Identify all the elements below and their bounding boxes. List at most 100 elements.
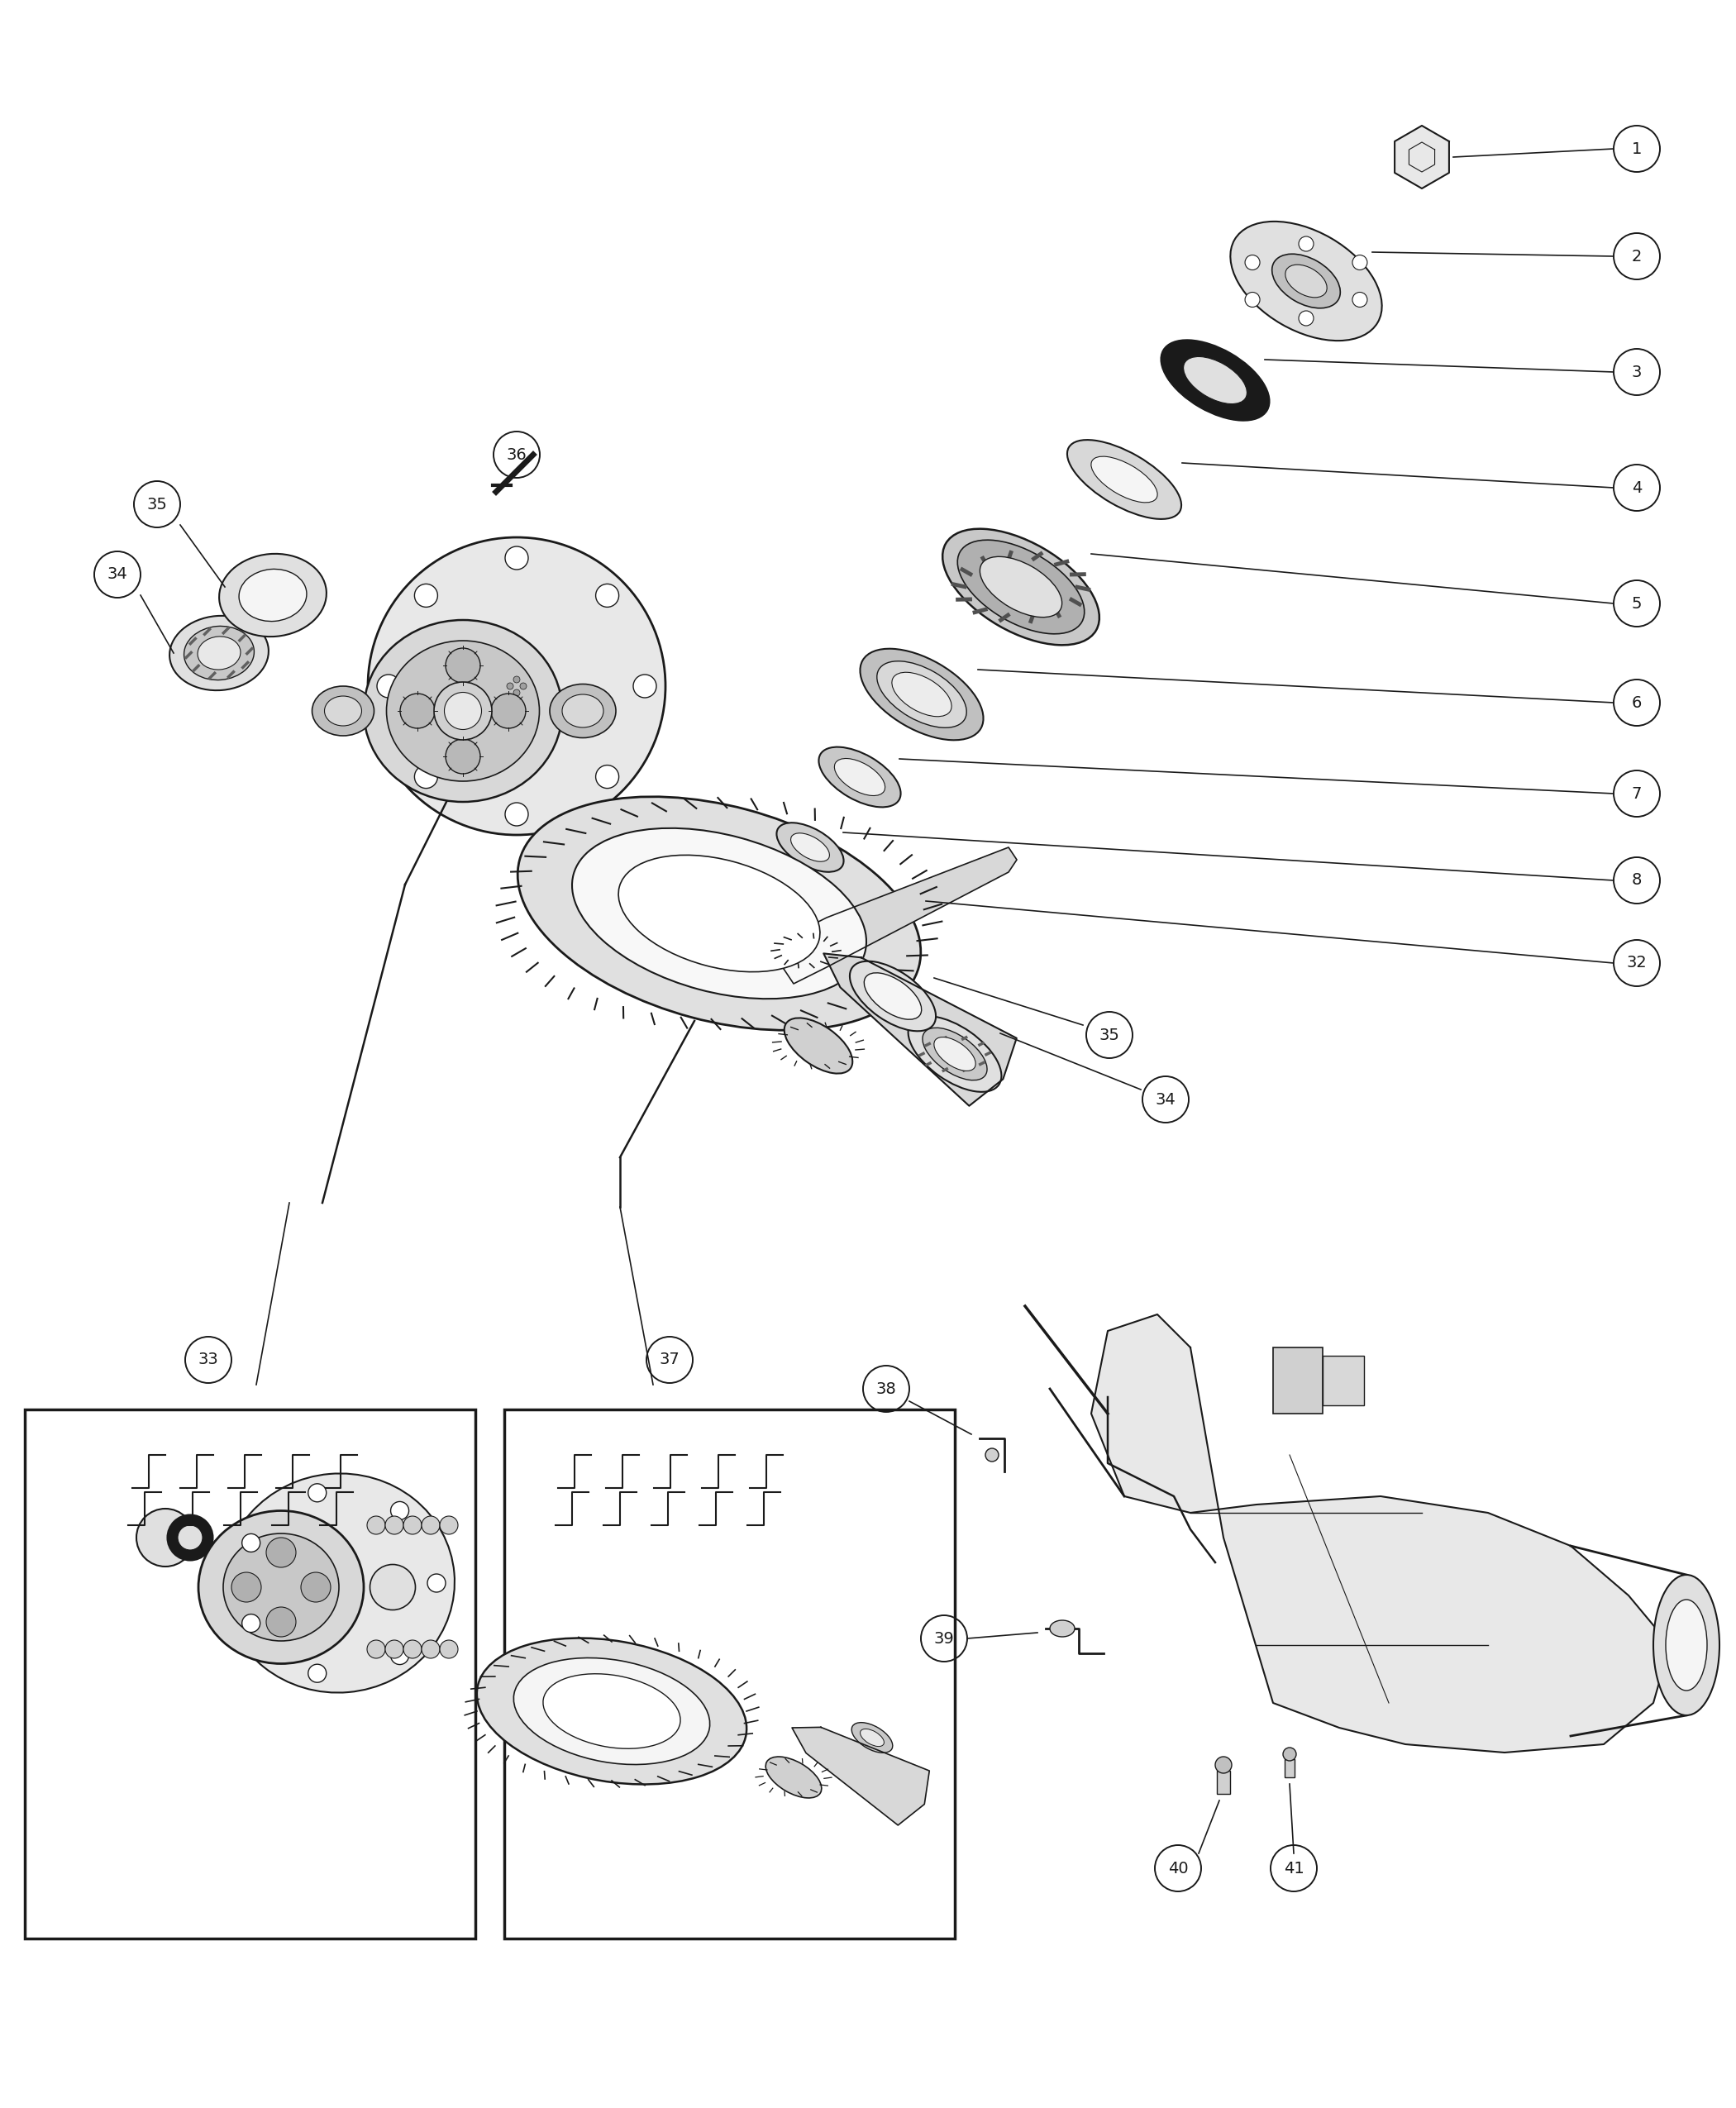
Circle shape bbox=[1245, 255, 1260, 270]
Text: 40: 40 bbox=[1168, 1861, 1187, 1876]
Ellipse shape bbox=[1050, 1621, 1075, 1636]
Ellipse shape bbox=[399, 694, 434, 727]
Bar bbox=[1323, 1355, 1364, 1406]
Ellipse shape bbox=[785, 1018, 852, 1073]
Circle shape bbox=[266, 1606, 295, 1636]
Ellipse shape bbox=[446, 740, 481, 774]
Bar bbox=[1272, 1347, 1323, 1414]
Circle shape bbox=[231, 1573, 260, 1602]
Bar bbox=[1217, 1771, 1231, 1794]
Text: 5: 5 bbox=[1632, 597, 1642, 611]
Circle shape bbox=[1299, 310, 1314, 327]
Ellipse shape bbox=[240, 569, 307, 622]
Circle shape bbox=[241, 1615, 260, 1632]
Ellipse shape bbox=[184, 626, 253, 681]
Ellipse shape bbox=[1667, 1600, 1706, 1691]
Text: 34: 34 bbox=[1156, 1092, 1175, 1107]
Ellipse shape bbox=[766, 1756, 821, 1798]
Circle shape bbox=[1245, 293, 1260, 308]
Circle shape bbox=[1215, 1756, 1233, 1773]
Polygon shape bbox=[778, 847, 1017, 984]
Ellipse shape bbox=[1285, 266, 1326, 297]
Ellipse shape bbox=[1092, 457, 1158, 502]
Text: 35: 35 bbox=[1099, 1027, 1120, 1043]
Ellipse shape bbox=[477, 1638, 746, 1783]
Text: 8: 8 bbox=[1632, 873, 1642, 887]
Ellipse shape bbox=[434, 683, 491, 740]
Circle shape bbox=[385, 1516, 403, 1535]
Circle shape bbox=[422, 1640, 439, 1659]
Ellipse shape bbox=[835, 759, 885, 795]
Ellipse shape bbox=[573, 828, 866, 999]
Ellipse shape bbox=[859, 649, 983, 740]
Polygon shape bbox=[1394, 126, 1450, 188]
Ellipse shape bbox=[892, 672, 951, 717]
Ellipse shape bbox=[543, 1674, 681, 1750]
Ellipse shape bbox=[783, 934, 828, 968]
Ellipse shape bbox=[137, 1509, 194, 1566]
Ellipse shape bbox=[198, 637, 241, 670]
Ellipse shape bbox=[819, 746, 901, 807]
Text: 3: 3 bbox=[1632, 365, 1642, 379]
Circle shape bbox=[427, 1575, 446, 1592]
Ellipse shape bbox=[387, 641, 540, 782]
Circle shape bbox=[514, 689, 521, 696]
Ellipse shape bbox=[908, 1016, 1002, 1092]
Ellipse shape bbox=[776, 822, 844, 873]
Ellipse shape bbox=[618, 856, 819, 972]
Bar bbox=[503, 1410, 955, 1939]
Ellipse shape bbox=[177, 1526, 203, 1549]
Text: 4: 4 bbox=[1632, 481, 1642, 495]
Circle shape bbox=[986, 1448, 998, 1461]
Ellipse shape bbox=[312, 685, 373, 736]
Ellipse shape bbox=[198, 1511, 365, 1663]
Ellipse shape bbox=[1184, 356, 1246, 405]
Text: 37: 37 bbox=[660, 1351, 681, 1368]
Ellipse shape bbox=[943, 529, 1099, 645]
Text: 32: 32 bbox=[1627, 955, 1647, 972]
Circle shape bbox=[595, 584, 618, 607]
Ellipse shape bbox=[1272, 253, 1340, 308]
Text: 1: 1 bbox=[1632, 141, 1642, 156]
Circle shape bbox=[377, 675, 399, 698]
Ellipse shape bbox=[1231, 221, 1382, 341]
Circle shape bbox=[514, 677, 521, 683]
Circle shape bbox=[422, 1516, 439, 1535]
Circle shape bbox=[241, 1535, 260, 1551]
Circle shape bbox=[300, 1573, 330, 1602]
Text: 36: 36 bbox=[507, 447, 528, 462]
Circle shape bbox=[1299, 236, 1314, 251]
Ellipse shape bbox=[446, 647, 481, 683]
Text: 33: 33 bbox=[198, 1351, 219, 1368]
Circle shape bbox=[307, 1484, 326, 1501]
Ellipse shape bbox=[325, 696, 361, 725]
Bar bbox=[1285, 1760, 1295, 1777]
Ellipse shape bbox=[444, 691, 481, 729]
Ellipse shape bbox=[865, 972, 922, 1020]
Circle shape bbox=[385, 1640, 403, 1659]
Text: 2: 2 bbox=[1632, 249, 1642, 264]
Ellipse shape bbox=[958, 540, 1085, 635]
Ellipse shape bbox=[514, 1657, 710, 1764]
Ellipse shape bbox=[368, 538, 665, 835]
Ellipse shape bbox=[170, 616, 269, 691]
Ellipse shape bbox=[861, 1729, 884, 1745]
Ellipse shape bbox=[849, 961, 936, 1031]
Circle shape bbox=[366, 1516, 385, 1535]
Circle shape bbox=[507, 683, 514, 689]
Ellipse shape bbox=[934, 1037, 976, 1071]
Circle shape bbox=[307, 1663, 326, 1682]
Text: 41: 41 bbox=[1283, 1861, 1304, 1876]
Ellipse shape bbox=[562, 694, 604, 727]
Text: 35: 35 bbox=[148, 495, 167, 512]
Ellipse shape bbox=[370, 1564, 415, 1611]
Polygon shape bbox=[1092, 1315, 1670, 1752]
Circle shape bbox=[521, 683, 526, 689]
Circle shape bbox=[403, 1640, 422, 1659]
Ellipse shape bbox=[1653, 1575, 1719, 1716]
Circle shape bbox=[1352, 293, 1368, 308]
Ellipse shape bbox=[550, 685, 616, 738]
Circle shape bbox=[266, 1537, 295, 1568]
Ellipse shape bbox=[224, 1533, 339, 1640]
Circle shape bbox=[595, 765, 618, 788]
